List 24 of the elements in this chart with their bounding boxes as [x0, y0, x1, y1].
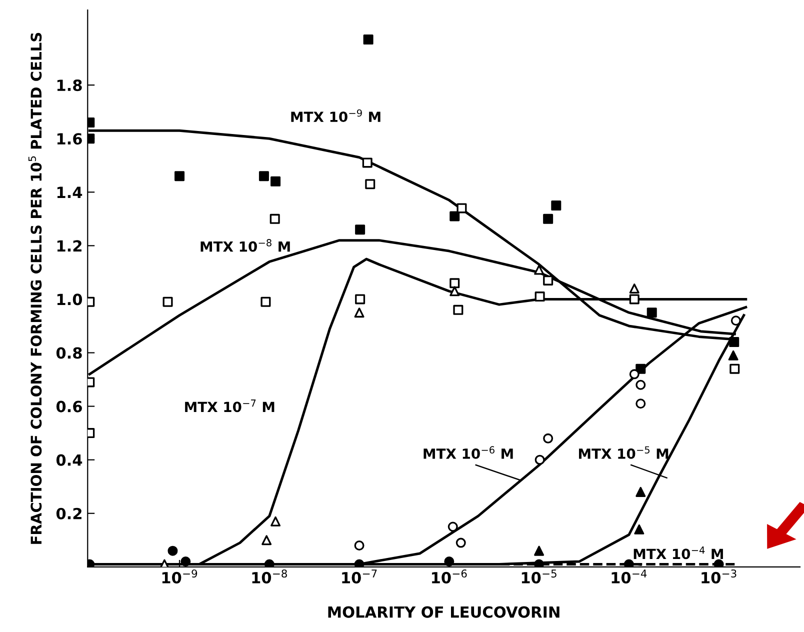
- series-label: MTX 10$^{−9}$ M: [291, 109, 380, 122]
- y-tick-label: 1.4: [57, 186, 82, 198]
- y-axis-title: FRACTION OF COLONY FORMING CELLS PER 10$^{5}$ PLATED CELLS: [28, 32, 42, 544]
- y-tick-label: 1.6: [57, 133, 82, 145]
- x-tick-label: 10$^{−3}$: [702, 569, 736, 584]
- series-label: MTX 10$^{−5}$ M: [579, 446, 668, 459]
- y-tick-label: 0.4: [56, 454, 82, 466]
- x-tick-label: 10$^{−9}$: [162, 569, 198, 584]
- y-tick-label: 0.8: [56, 347, 82, 359]
- y-tick-label: 1.2: [57, 240, 82, 252]
- y-tick-label: 0.2: [56, 508, 82, 520]
- y-tick-label: 0.6: [56, 400, 82, 412]
- x-tick-label: 10$^{−4}$: [612, 570, 647, 584]
- x-tick-label: 10$^{−6}$: [432, 569, 467, 584]
- x-tick-label: 10$^{−7}$: [342, 570, 377, 584]
- series-label: MTX 10$^{−6}$ M: [424, 446, 513, 459]
- text: MTX 10$^{−7}$ M: [185, 400, 274, 412]
- x-tick-label: 10$^{−5}$: [522, 570, 556, 584]
- x-axis-title: MOLARITY OF LEUCOVORIN: [328, 606, 560, 618]
- x-tick-label: 10$^{−8}$: [252, 569, 287, 584]
- y-tick-label: 1.0: [57, 294, 82, 306]
- series-label: MTX 10$^{−4}$ M: [634, 546, 723, 560]
- y-tick-label: 1.8: [57, 80, 82, 92]
- series-label: MTX 10$^{−8}$ M: [200, 239, 290, 252]
